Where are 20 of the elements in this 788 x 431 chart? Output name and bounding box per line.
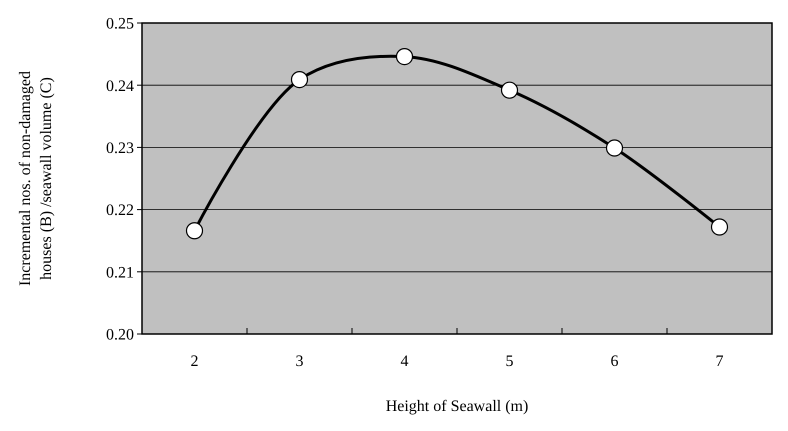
point bbox=[500, 82, 518, 99]
y-axis-title: Incremental nos. of non-damaged houses (B) /seawall volume (C) bbox=[17, 70, 55, 286]
x-axis-title: Height of Seawall (m) bbox=[386, 398, 528, 415]
x-tick-label: 4 bbox=[400, 353, 408, 370]
point bbox=[606, 139, 624, 157]
y-tick-label: 0.20 bbox=[106, 326, 134, 344]
x-tick-label: 7 bbox=[716, 353, 724, 370]
y-tick-label: 0.25 bbox=[106, 16, 134, 33]
y-tick-label: 0.22 bbox=[106, 202, 134, 220]
point bbox=[396, 48, 414, 66]
x-tick-label: 2 bbox=[190, 353, 198, 370]
y-tick-label: 0.24 bbox=[106, 78, 134, 95]
x-tick-label: 6 bbox=[610, 353, 618, 370]
point bbox=[290, 71, 308, 88]
point bbox=[710, 218, 728, 236]
x-tick-label: 3 bbox=[296, 353, 304, 370]
point bbox=[186, 222, 204, 240]
y-tick-label: 0.21 bbox=[106, 264, 134, 282]
y-tick-label: 0.23 bbox=[106, 140, 134, 157]
x-tick-label: 5 bbox=[506, 353, 514, 370]
